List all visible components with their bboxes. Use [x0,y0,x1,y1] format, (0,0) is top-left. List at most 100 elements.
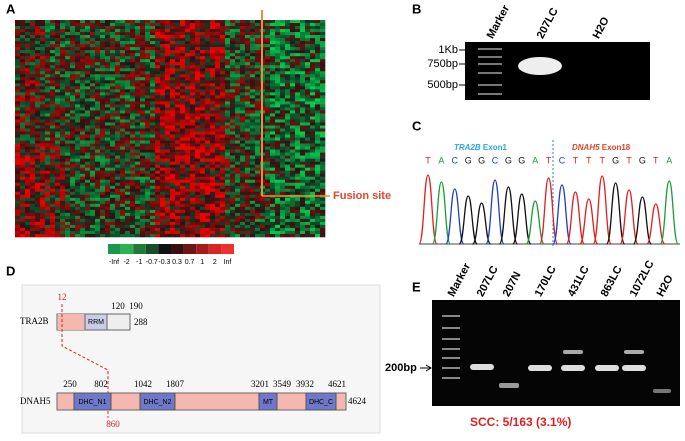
colorbar-label: 0.3 [172,259,182,266]
base: T [586,155,592,165]
position: 3932 [296,379,314,389]
gene-name: TRA2B [20,316,49,326]
position: 3201 [251,379,269,389]
size-label: 500bp [427,79,458,91]
peak [486,180,504,244]
colorbar-label: -2 [123,259,129,266]
lane-label: 1072LC [628,259,657,299]
position: 120 [111,301,125,311]
position: 3549 [273,379,292,389]
peak [633,197,651,244]
position: 190 [129,301,143,311]
colorbar-cell [196,244,209,254]
domain-label: DHC_N1 [78,399,106,406]
size-label: 200bp [385,362,417,374]
breakpoint: 860 [106,419,120,429]
colorbar-cell [158,244,171,254]
base: C [452,155,459,165]
domain-label: MT [263,399,274,406]
colorbar-label: 0.7 [185,259,195,266]
base: G [478,155,485,165]
panel-label: D [6,263,15,278]
lane-label: 207N [501,270,524,299]
lane-label: 207LC [475,264,501,299]
colorbar-cell [146,244,159,254]
base: C [559,155,566,165]
exon: Exon18 [602,143,631,152]
panel-label: A [6,1,16,16]
base: G [639,155,646,165]
base: C [492,155,499,165]
heatmap [15,20,325,237]
colorbar-cell [133,244,146,254]
colorbar-label: Inf [224,259,232,266]
summary: SCC: 5/163 (3.1%) [470,415,571,429]
fusion-label: Fusion site [333,190,391,202]
colorbar-label: -0.7 [146,259,158,266]
lane-label: H2O [591,15,612,41]
peak [513,194,531,244]
position: 1807 [166,379,185,389]
base: T [573,155,579,165]
lane-label: 431LC [566,264,592,299]
gene: TRA2B [454,143,481,152]
lane-label: H2O [655,273,676,299]
base: G [518,155,525,165]
position: 4621 [328,379,346,389]
panel-label: B [412,1,421,16]
peak [419,175,437,244]
position: 802 [94,379,108,389]
colorbar-cell [221,244,234,254]
peak [593,176,611,244]
lane-label: 207LC [535,6,561,41]
colorbar-cell [209,244,222,254]
colorbar-label: -1 [136,259,142,266]
colorbar-cell [108,244,121,254]
colorbar-label: -0.3 [158,259,170,266]
base: G [465,155,472,165]
domain-label: DHC_N2 [143,399,171,406]
base: T [626,155,632,165]
lane-label: Marker [446,261,474,299]
peak [553,185,571,244]
domain-label: DHC_C [309,399,333,406]
peak [540,178,558,244]
peak [499,187,517,244]
peak [607,183,625,244]
chromatogram: TACGGCGGATCTTTGTGTA [419,155,678,244]
peak [566,192,584,244]
position: 250 [63,379,77,389]
band [518,57,562,75]
size-label: 750bp [427,58,458,70]
base: T [653,155,659,165]
panel-label: C [412,118,422,133]
gene-name: DNAH5 [20,396,51,406]
peak [620,190,638,244]
colorbar: -Inf-2-1-0.7-0.30.30.712Inf [108,244,234,266]
base: A [532,155,538,165]
arrow [420,365,431,371]
colorbar-cell [171,244,184,254]
length: 288 [134,317,148,327]
colorbar-label: 2 [213,259,217,266]
gene: DNAH5 [572,143,600,152]
lane-label: 170LC [533,264,559,299]
colorbar-cell [121,244,134,254]
panel-label: E [412,279,421,294]
domain-label: RRM [88,319,104,326]
base: A [666,155,672,165]
length: 4624 [348,396,367,406]
base: G [505,155,512,165]
peak [459,196,477,244]
size-label: 1Kb [438,44,458,56]
base: G [612,155,619,165]
lane-label: 863LC [599,264,625,299]
exon-left: TRA2B Exon1 [454,143,507,152]
exon-right: DNAH5 Exon18 [572,143,631,152]
base: T [425,155,431,165]
base: A [438,155,444,165]
base: T [546,155,552,165]
colorbar-cell [184,244,197,254]
